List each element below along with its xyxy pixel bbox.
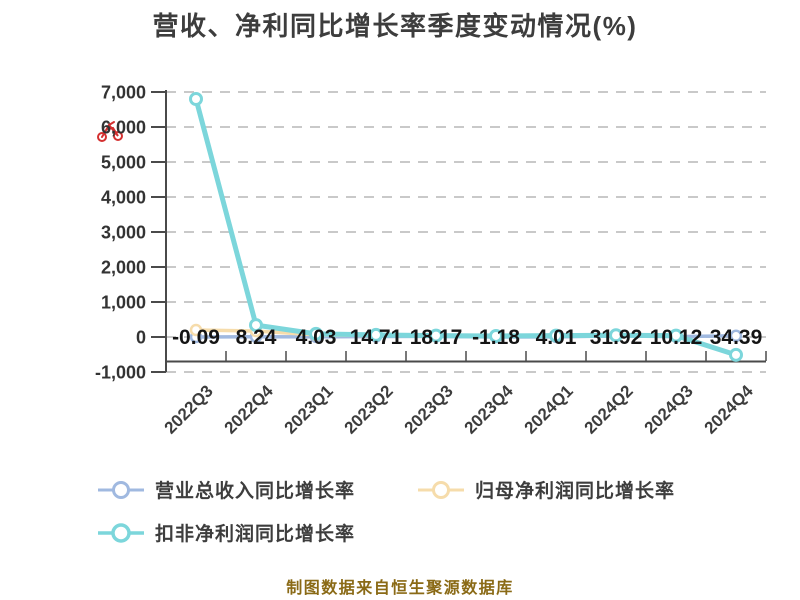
data-point: [669, 328, 683, 343]
legend-label: 营业总收入同比增长率: [155, 481, 356, 502]
y-tick-label: 6,000: [101, 118, 146, 138]
legend-item-revenue-growth[interactable]: 营业总收入同比增长率: [98, 476, 418, 503]
y-tick-label: 1,000: [101, 293, 146, 313]
data-point: [189, 323, 203, 337]
x-tick-label: 2023Q4: [461, 381, 518, 438]
labels: 7,000 6,000 5,000 4,000 3,000 2,000 1,000 0 -1,0…: [95, 83, 762, 438]
y-tick-label: 3,000: [101, 223, 146, 243]
y-tick-label: -1,000: [95, 363, 146, 383]
x-tick-label: 2024Q3: [641, 381, 697, 437]
x-tick-label: 2024Q1: [521, 381, 577, 437]
legend-item-deducted-net-profit-growth[interactable]: 扣非净利润同比增长率: [98, 519, 418, 546]
y-tick-label: 0: [136, 328, 146, 348]
plot-area: 7,000 6,000 5,000 4,000 3,000 2,000 1,000 0 -1,0…: [95, 83, 767, 438]
data-point: [309, 326, 323, 341]
data-point: [549, 328, 563, 343]
data-label: 31.92: [590, 326, 643, 349]
data-label: 10.12: [650, 326, 703, 349]
y-tick-label: 7,000: [101, 83, 146, 103]
y-tick-label: 5,000: [101, 153, 146, 173]
data-point: [729, 347, 743, 362]
data-label: 8.24: [236, 326, 277, 349]
legend-label: 归母净利润同比增长率: [475, 481, 676, 502]
legend-item-net-profit-growth[interactable]: 归母净利润同比增长率: [418, 476, 675, 503]
data-label: 4.03: [296, 326, 337, 349]
data-label: -1.18: [472, 326, 520, 349]
x-tick-label: 2023Q3: [401, 381, 457, 437]
data-point: [249, 318, 263, 333]
data-label: 14.71: [350, 326, 403, 349]
x-tick-label: 2022Q3: [161, 381, 217, 437]
line-marker-icon: [98, 480, 144, 499]
x-tick-label: 2024Q2: [581, 381, 637, 437]
data-point: [189, 92, 203, 106]
chart-title: 营收、净利同比增长率季度变动情况(%): [152, 11, 638, 41]
series-line-2: [193, 96, 739, 358]
data-point: [729, 329, 743, 343]
data-label: 34.39: [710, 326, 763, 349]
x-tick-label: 2023Q2: [341, 381, 397, 437]
axes: [151, 90, 767, 373]
footer-note: 制图数据来自恒生聚源数据库: [286, 580, 514, 597]
legend-label: 扣非净利润同比增长率: [155, 524, 356, 545]
line-marker-icon: [98, 522, 144, 543]
x-tick-label: 2022Q4: [221, 381, 278, 438]
series: [189, 92, 743, 362]
data-point: [609, 328, 623, 343]
x-tick-label: 2024Q4: [701, 381, 758, 438]
data-label: 4.01: [536, 326, 577, 349]
data-label: -0.09: [172, 326, 220, 349]
data-point: [489, 328, 503, 343]
x-tick-label: 2023Q1: [281, 381, 337, 437]
y-tick-label: 2,000: [101, 258, 146, 278]
line-marker-icon: [418, 480, 464, 499]
y-tick-label: 4,000: [101, 188, 146, 208]
data-label: 18.17: [410, 326, 463, 349]
red-scribble-icon: [97, 121, 123, 142]
legend: 营业总收入同比增长率 归母净利润同比增长率 扣非净利润同比增长率: [98, 476, 758, 546]
data-point: [429, 328, 443, 343]
data-point: [369, 327, 383, 342]
